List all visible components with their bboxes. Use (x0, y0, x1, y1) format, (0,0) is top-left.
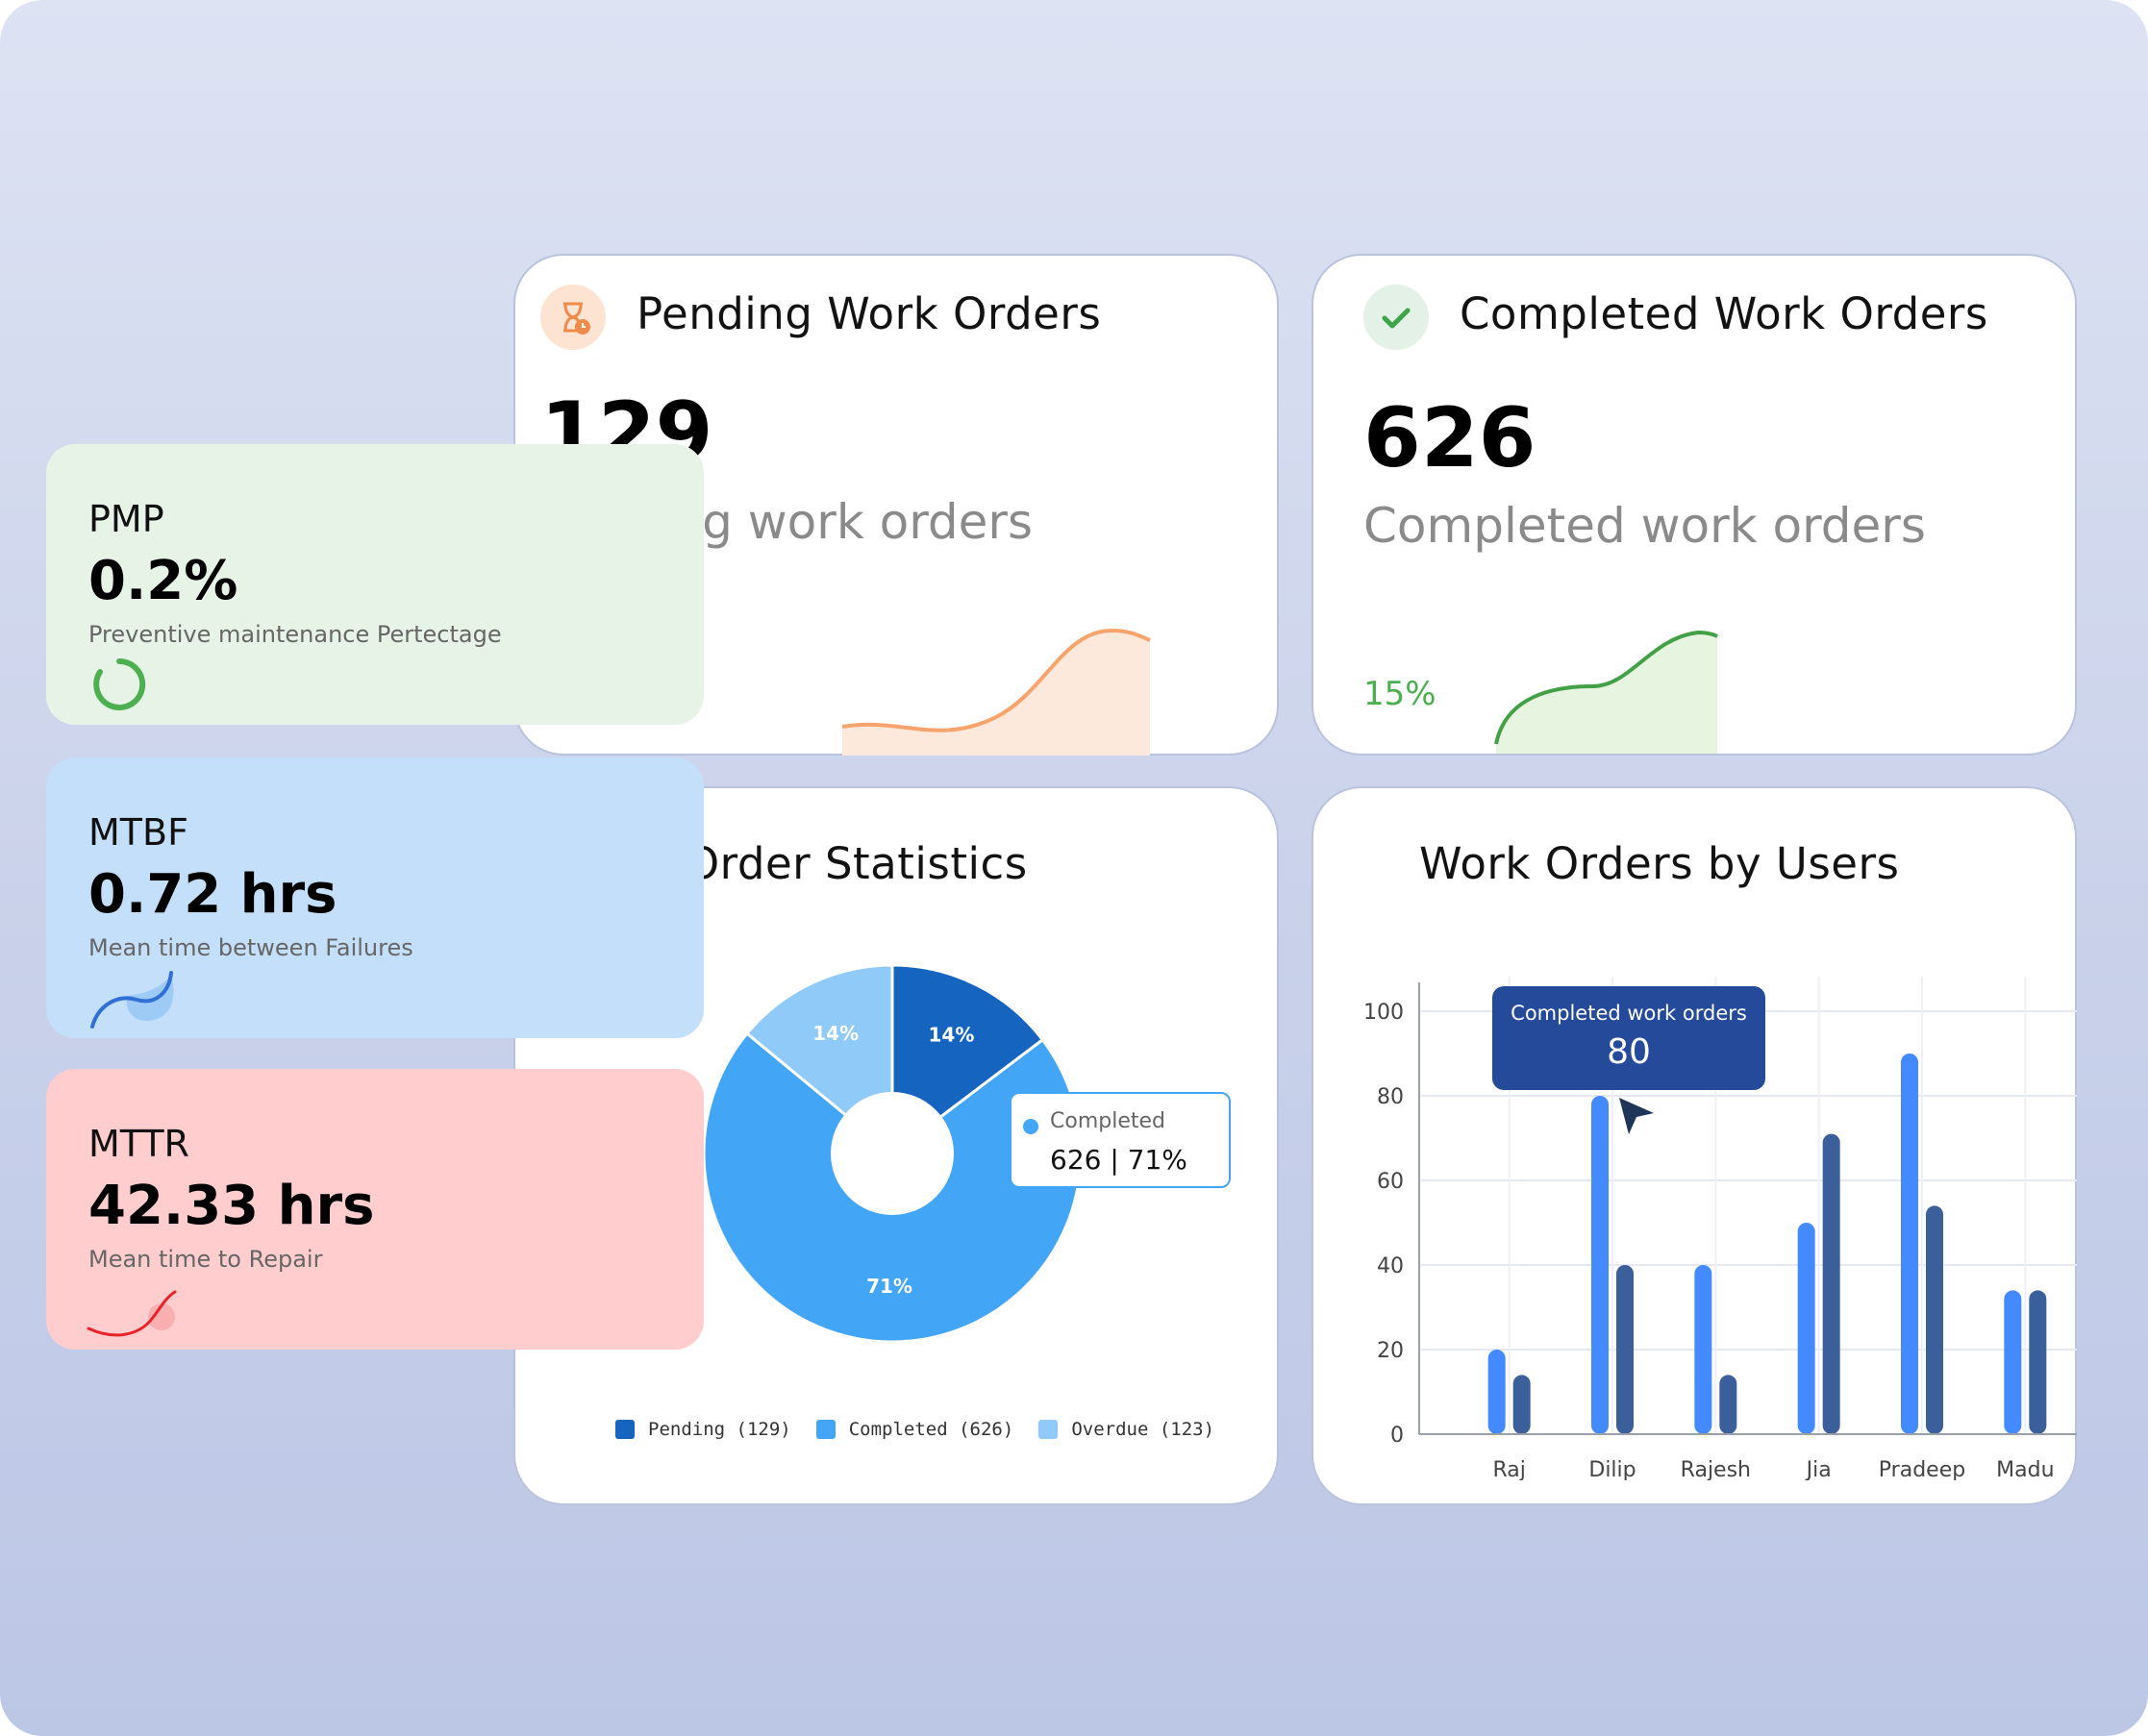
legend-swatch-overdue (1038, 1420, 1059, 1439)
bar-dilip-other[interactable] (1616, 1265, 1634, 1434)
legend-swatch-completed (815, 1420, 836, 1439)
donut-hole (831, 1092, 954, 1215)
pmp-card[interactable]: PMP 0.2% Preventive maintenance Pertecta… (46, 444, 704, 725)
bar-rajesh-completed[interactable] (1694, 1265, 1712, 1434)
y-tick-label: 60 (1377, 1170, 1404, 1194)
completed-sparkline (1494, 630, 1718, 754)
donut-label-completed: 71% (866, 1275, 912, 1298)
callout-value: 626 | 71% (1050, 1144, 1187, 1176)
donut-label-overdue: 14% (812, 1022, 859, 1045)
y-tick-label: 100 (1363, 1001, 1404, 1025)
mtbf-value: 0.72 hrs (88, 863, 337, 926)
work-orders-by-users-card[interactable]: Work Orders by Users (1311, 786, 2077, 1505)
bar-dilip-completed[interactable] (1591, 1096, 1609, 1434)
callout-dot (1023, 1119, 1038, 1134)
callout-label: Completed (1050, 1109, 1165, 1133)
completed-callout: Completed 626 | 71% (1010, 1092, 1231, 1188)
pmp-value: 0.2% (88, 550, 238, 612)
pmp-label: PMP (88, 498, 164, 540)
legend-swatch-pending (615, 1420, 635, 1439)
progress-ring-icon (93, 657, 146, 710)
mttr-description: Mean time to Repair (88, 1246, 323, 1273)
x-tick-label-pradeep: Pradeep (1879, 1458, 1965, 1480)
statistics-donut-chart: 14% 71% 14% (702, 963, 1083, 1344)
bar-jia-completed[interactable] (1797, 1223, 1815, 1434)
mttr-value: 42.33 hrs (88, 1175, 375, 1237)
trend-icon (87, 1290, 177, 1337)
mttr-label: MTTR (88, 1123, 189, 1165)
x-tick-label-raj: Raj (1492, 1458, 1525, 1480)
legend-item-pending[interactable]: Pending (129) (615, 1419, 791, 1440)
pending-card-title: Pending Work Orders (637, 288, 1102, 339)
mttr-card[interactable]: MTTR 42.33 hrs Mean time to Repair (46, 1069, 704, 1350)
completed-work-orders-card[interactable]: Completed Work Orders 626 Completed work… (1311, 254, 2077, 756)
x-tick-label-rajesh: Rajesh (1681, 1458, 1751, 1480)
bar-tooltip: Completed work orders 80 (1492, 986, 1765, 1090)
x-tick-label-madu: Madu (1996, 1458, 2054, 1480)
users-chart-title: Work Orders by Users (1419, 838, 1900, 889)
bar-raj-other[interactable] (1512, 1375, 1531, 1434)
completed-card-title: Completed Work Orders (1460, 288, 1988, 339)
mtbf-card[interactable]: MTBF 0.72 hrs Mean time between Failures (46, 757, 704, 1038)
mtbf-description: Mean time between Failures (88, 934, 413, 961)
bar-madu-completed[interactable] (2004, 1290, 2022, 1434)
donut-label-pending: 14% (929, 1023, 975, 1046)
y-tick-label: 20 (1377, 1339, 1404, 1363)
completed-percent: 15% (1363, 675, 1436, 713)
legend-label-pending: Pending (129) (648, 1419, 791, 1440)
legend-label-overdue: Overdue (123) (1071, 1419, 1215, 1440)
mouse-cursor-icon (1619, 1098, 1654, 1134)
bar-jia-other[interactable] (1822, 1133, 1840, 1434)
pmp-description: Preventive maintenance Pertectage (88, 621, 502, 648)
statistics-legend: Pending (129) Completed (626) Overdue (1… (615, 1419, 1214, 1440)
wave-icon (90, 971, 174, 1029)
completed-count: 626 (1363, 390, 1536, 486)
x-tick-label-dilip: Dilip (1588, 1458, 1636, 1480)
legend-label-completed: Completed (626) (848, 1419, 1014, 1440)
bar-madu-other[interactable] (2029, 1290, 2047, 1434)
y-tick-label: 0 (1390, 1424, 1404, 1448)
completed-subtitle: Completed work orders (1363, 498, 1926, 554)
tooltip-label: Completed work orders (1511, 1002, 1747, 1025)
bar-pradeep-other[interactable] (1926, 1205, 1943, 1434)
check-icon (1363, 285, 1429, 350)
pending-sparkline (841, 628, 1151, 756)
bar-raj-completed[interactable] (1487, 1350, 1506, 1434)
legend-item-completed[interactable]: Completed (626) (815, 1419, 1014, 1440)
y-tick-label: 40 (1377, 1254, 1404, 1278)
bar-rajesh-other[interactable] (1719, 1375, 1737, 1434)
mtbf-label: MTBF (88, 811, 188, 854)
x-tick-label-jia: Jia (1805, 1458, 1832, 1480)
tooltip-value: 80 (1607, 1032, 1651, 1072)
hourglass-icon (540, 285, 606, 350)
y-tick-label: 80 (1377, 1085, 1404, 1109)
bar-pradeep-completed[interactable] (1901, 1054, 1918, 1434)
legend-item-overdue[interactable]: Overdue (123) (1038, 1419, 1214, 1440)
